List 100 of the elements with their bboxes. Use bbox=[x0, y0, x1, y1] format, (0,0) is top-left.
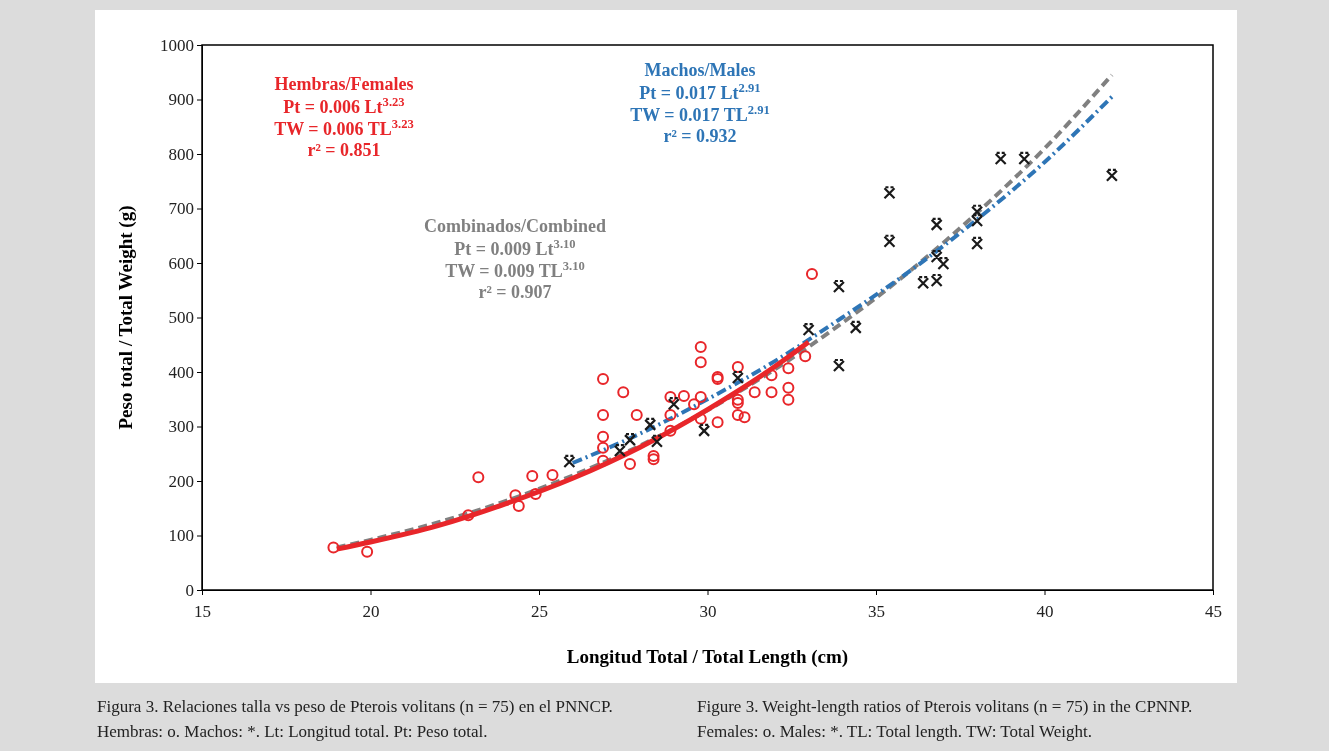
y-tick-label: 300 bbox=[168, 417, 194, 437]
point bbox=[694, 356, 707, 369]
point bbox=[327, 541, 340, 554]
point bbox=[546, 469, 559, 482]
point bbox=[613, 443, 626, 458]
annotation: Pt = 0.006 Lt$^{3.23}$ bbox=[283, 95, 405, 117]
x-axis-title: Longitud Total / Total Length (cm) bbox=[566, 646, 849, 668]
x-tick-label: 25 bbox=[531, 601, 548, 621]
annotation: TW = 0.006 TL$^{3.23}$ bbox=[274, 116, 414, 139]
y-tick-label: 0 bbox=[185, 580, 194, 600]
point bbox=[677, 389, 690, 402]
point bbox=[512, 500, 525, 513]
text: Combinados/Combined bbox=[423, 216, 607, 236]
point bbox=[731, 361, 744, 374]
point bbox=[647, 449, 660, 462]
point bbox=[667, 397, 680, 411]
point bbox=[597, 409, 610, 422]
point bbox=[1105, 168, 1118, 182]
point bbox=[971, 213, 984, 228]
y-tick-label: 600 bbox=[168, 253, 194, 273]
point bbox=[765, 386, 778, 399]
point bbox=[1018, 151, 1031, 165]
point bbox=[623, 458, 636, 471]
point bbox=[664, 409, 677, 422]
point bbox=[930, 249, 943, 264]
x-tick-label: 35 bbox=[868, 601, 885, 621]
point bbox=[623, 433, 637, 447]
point bbox=[462, 509, 475, 522]
point bbox=[883, 234, 896, 248]
y-tick-label: 1000 bbox=[160, 35, 194, 55]
annotation: TW = 0.009 TL$^{3.10}$ bbox=[445, 258, 585, 281]
x-tick-label: 20 bbox=[362, 601, 380, 621]
y-axis-title: Peso total / Total Weight (g) bbox=[115, 205, 137, 430]
y-tick-label: 400 bbox=[168, 362, 194, 382]
point bbox=[694, 340, 707, 353]
point bbox=[361, 545, 374, 558]
caption: Figure 3. Weight-length ratios of Pterois volitans (n = 75) in the CPNNP. bbox=[697, 697, 1193, 716]
text: Figura 3. Relaciones talla vs peso de Pterois volitans (n = 75) en el PNNCP. bbox=[97, 697, 613, 716]
point bbox=[832, 279, 846, 294]
point bbox=[664, 391, 677, 404]
y-tick-label: 800 bbox=[168, 144, 194, 164]
x-tick-label: 40 bbox=[1036, 601, 1054, 621]
point bbox=[731, 393, 744, 406]
point bbox=[782, 362, 795, 375]
point bbox=[994, 151, 1007, 165]
point bbox=[644, 417, 657, 431]
point bbox=[971, 236, 984, 251]
annotation: r² = 0.907 bbox=[478, 282, 552, 302]
point bbox=[802, 322, 815, 337]
point bbox=[563, 454, 576, 469]
point bbox=[731, 370, 744, 385]
y-tick-label: 900 bbox=[168, 90, 194, 110]
point bbox=[731, 409, 744, 422]
annotation: TW = 0.017 TL$^{2.91}$ bbox=[630, 102, 770, 125]
point bbox=[617, 386, 630, 399]
point bbox=[832, 358, 846, 373]
point bbox=[937, 256, 950, 271]
point bbox=[917, 276, 930, 290]
point bbox=[597, 441, 610, 454]
point bbox=[529, 488, 542, 501]
point bbox=[650, 434, 664, 448]
point bbox=[849, 320, 862, 334]
point bbox=[647, 453, 660, 466]
point bbox=[738, 411, 751, 424]
y-tick-label: 500 bbox=[168, 308, 194, 328]
annotation: Pt = 0.017 Lt$^{2.91}$ bbox=[639, 81, 761, 103]
point bbox=[526, 470, 539, 483]
text: Machos/Males bbox=[644, 60, 756, 80]
point bbox=[930, 217, 943, 231]
y-tick-label: 100 bbox=[168, 526, 194, 546]
text: Females: o. Males: *. TL: Total length. TW: Total Weight. bbox=[697, 722, 1092, 741]
point bbox=[597, 430, 610, 443]
annotation: r² = 0.932 bbox=[663, 126, 737, 146]
text: Hembras: o. Machos: *. Lt: Longitud total. Pt: Peso total. bbox=[97, 722, 488, 741]
point bbox=[664, 424, 677, 437]
x-tick-label: 15 bbox=[194, 601, 211, 621]
point bbox=[711, 416, 724, 429]
point bbox=[799, 350, 812, 363]
point bbox=[731, 397, 744, 410]
point bbox=[782, 381, 795, 394]
point bbox=[805, 267, 818, 280]
x-tick-label: 30 bbox=[699, 601, 717, 621]
text: Hembras/Females bbox=[274, 74, 414, 94]
point bbox=[597, 454, 610, 467]
point bbox=[748, 386, 761, 399]
point bbox=[694, 391, 707, 404]
x-tick-label: 45 bbox=[1205, 601, 1222, 621]
y-tick-label: 200 bbox=[168, 471, 194, 491]
point bbox=[765, 369, 778, 382]
annotation: Pt = 0.009 Lt$^{3.10}$ bbox=[454, 237, 576, 259]
y-tick-label: 700 bbox=[168, 199, 194, 219]
point bbox=[883, 186, 896, 200]
point bbox=[630, 409, 643, 422]
point bbox=[930, 273, 943, 288]
point bbox=[971, 204, 984, 218]
point bbox=[688, 398, 701, 411]
point bbox=[597, 373, 610, 386]
point bbox=[472, 471, 485, 484]
annotation: r² = 0.851 bbox=[307, 140, 381, 160]
point bbox=[782, 393, 795, 406]
